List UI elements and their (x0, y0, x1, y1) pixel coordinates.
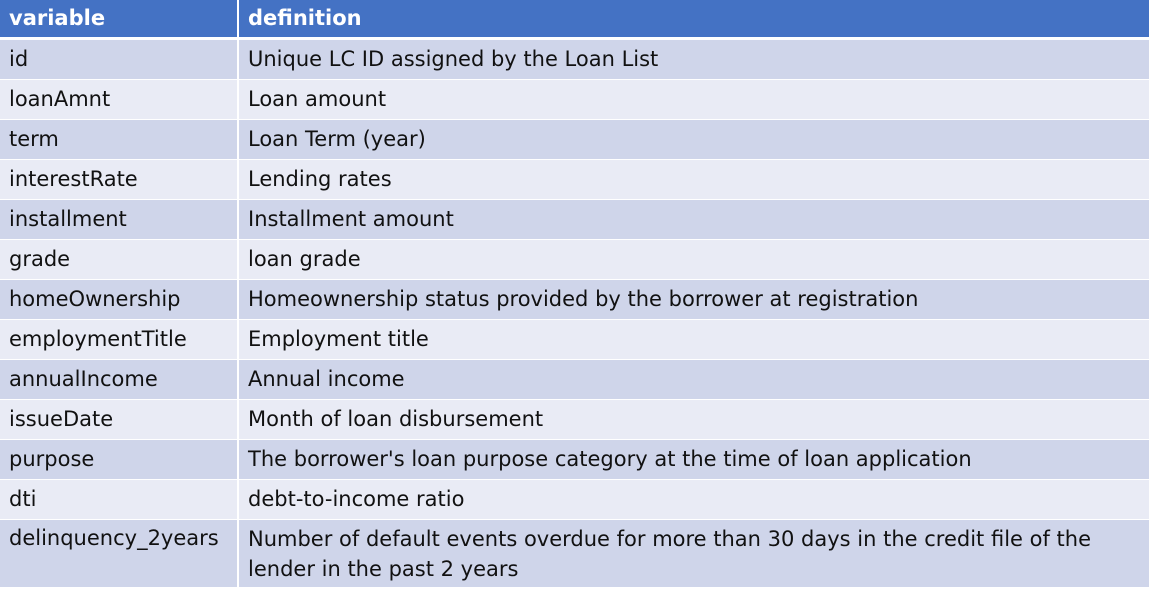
table-row: purpose The borrower's loan purpose cate… (0, 439, 1149, 480)
variable-cell: interestRate (0, 159, 239, 200)
table-row: dti debt-to-income ratio (0, 479, 1149, 520)
variable-cell: homeOwnership (0, 279, 239, 320)
header-definition: definition (238, 0, 1149, 40)
definition-cell: Loan amount (238, 79, 1149, 120)
definition-cell: Annual income (238, 359, 1149, 400)
definition-cell: Unique LC ID assigned by the Loan List (238, 38, 1149, 80)
definition-cell: Homeownership status provided by the bor… (238, 279, 1149, 320)
definition-cell: Number of default events overdue for mor… (238, 519, 1149, 588)
table-row: issueDate Month of loan disbursement (0, 399, 1149, 440)
definition-cell: Loan Term (year) (238, 119, 1149, 160)
definition-cell: Month of loan disbursement (238, 399, 1149, 440)
table-row: homeOwnership Homeownership status provi… (0, 279, 1149, 320)
table-row: annualIncome Annual income (0, 359, 1149, 400)
variable-cell: installment (0, 199, 239, 240)
variable-cell: loanAmnt (0, 79, 239, 120)
table-row: delinquency_2years Number of default eve… (0, 519, 1149, 588)
variable-cell: term (0, 119, 239, 160)
header-row: variable definition (0, 0, 1149, 40)
definition-cell: The borrower's loan purpose category at … (238, 439, 1149, 480)
definition-cell: Employment title (238, 319, 1149, 360)
variable-cell: id (0, 38, 239, 80)
variable-cell: issueDate (0, 399, 239, 440)
variable-cell: delinquency_2years (0, 519, 239, 588)
table-row: id Unique LC ID assigned by the Loan Lis… (0, 38, 1149, 80)
table-row: employmentTitle Employment title (0, 319, 1149, 360)
variable-cell: dti (0, 479, 239, 520)
variable-cell: employmentTitle (0, 319, 239, 360)
variable-cell: purpose (0, 439, 239, 480)
definition-cell: Installment amount (238, 199, 1149, 240)
table-row: installment Installment amount (0, 199, 1149, 240)
table-row: grade loan grade (0, 239, 1149, 280)
definition-cell: Lending rates (238, 159, 1149, 200)
variable-cell: annualIncome (0, 359, 239, 400)
table-row: interestRate Lending rates (0, 159, 1149, 200)
definition-cell: debt-to-income ratio (238, 479, 1149, 520)
variable-cell: grade (0, 239, 239, 280)
table-row: term Loan Term (year) (0, 119, 1149, 160)
table-row: loanAmnt Loan amount (0, 79, 1149, 120)
definition-cell: loan grade (238, 239, 1149, 280)
header-variable: variable (0, 0, 239, 40)
